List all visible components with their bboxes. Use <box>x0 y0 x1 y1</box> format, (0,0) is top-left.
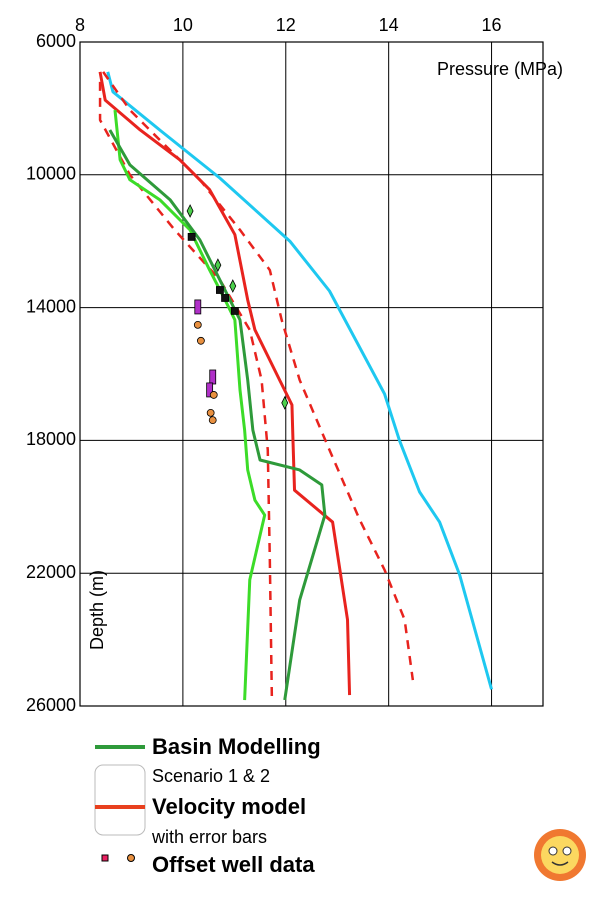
x-tick-label: 14 <box>379 15 399 35</box>
sun-face <box>541 836 579 874</box>
x-tick-label: 10 <box>173 15 193 35</box>
well-point <box>230 307 239 315</box>
well-point <box>187 232 196 241</box>
well-point <box>206 408 215 417</box>
legend-square <box>101 854 109 862</box>
legend: Basin Modelling Scenario 1 & 2 Velocity … <box>94 734 321 877</box>
y-tick-label: 6000 <box>36 31 76 51</box>
series-line <box>98 81 274 701</box>
y-tick-label: 26000 <box>26 695 76 715</box>
legend-box <box>94 764 146 836</box>
x-tick-label: 16 <box>482 15 502 35</box>
x-tick-label: 12 <box>276 15 296 35</box>
sun-mouth <box>551 861 569 866</box>
well-point <box>214 258 222 272</box>
legend-circle <box>127 854 135 862</box>
well-point <box>193 320 202 329</box>
well-point <box>216 286 224 294</box>
well-point <box>209 369 217 385</box>
well-point <box>186 204 194 218</box>
x-tick-label: 8 <box>75 15 85 35</box>
series-line <box>113 109 267 701</box>
y-tick-label: 22000 <box>26 562 76 582</box>
well-point <box>208 416 217 425</box>
well-point <box>229 279 237 293</box>
y-tick-label: 14000 <box>26 296 76 316</box>
legend-label: Velocity model <box>152 794 306 819</box>
well-point <box>209 391 218 399</box>
y-tick-label: 18000 <box>26 429 76 449</box>
series-line <box>98 71 352 696</box>
well-point <box>221 294 229 302</box>
legend-sublabel: with error bars <box>151 827 267 847</box>
well-point <box>206 382 214 398</box>
legend-label: Offset well data <box>152 852 315 877</box>
legend-label: Basin Modelling <box>152 734 321 759</box>
series-line <box>106 71 494 690</box>
series-line <box>102 71 415 681</box>
sun-eye <box>562 846 572 856</box>
plot-frame <box>79 41 544 707</box>
well-point <box>281 395 289 410</box>
well-point <box>194 299 202 315</box>
series-line <box>108 129 327 701</box>
well-point <box>196 336 205 345</box>
sun-eye <box>548 846 558 856</box>
y-axis-label: Depth (m) <box>87 570 107 650</box>
y-tick-label: 10000 <box>26 164 76 184</box>
legend-sublabel: Scenario 1 & 2 <box>152 766 270 786</box>
sun-icon <box>534 829 586 881</box>
x-axis-label: Pressure (MPa) <box>437 59 563 79</box>
